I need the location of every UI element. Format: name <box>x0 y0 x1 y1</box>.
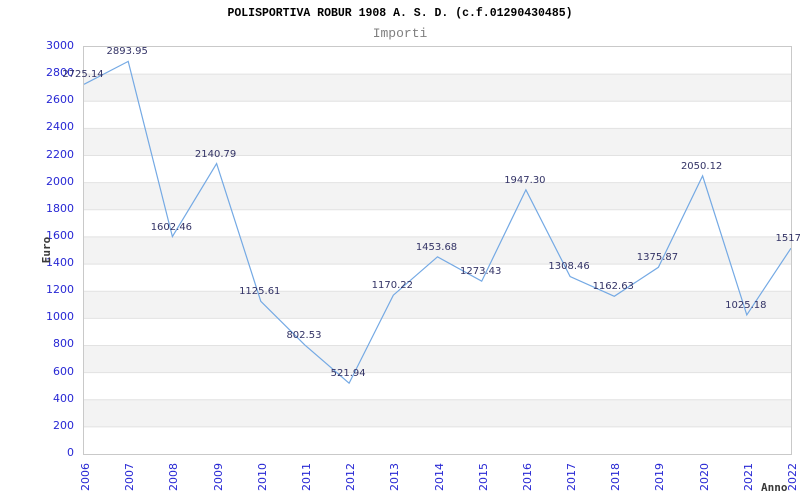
data-point-label: 802.53 <box>286 330 322 342</box>
x-axis-title: Anno <box>761 481 788 494</box>
data-point-label: 1517.0 <box>775 233 800 245</box>
y-tick-label: 0 <box>67 446 74 459</box>
x-tick-label: 2008 <box>167 463 181 491</box>
x-tick-label: 2021 <box>741 463 755 491</box>
y-axis-title: Euro <box>40 236 53 264</box>
y-tick-label: 1600 <box>46 228 74 242</box>
x-tick-label: 2019 <box>653 463 667 491</box>
x-tick-label: 2009 <box>211 463 225 491</box>
data-point-label: 1273.43 <box>460 266 502 278</box>
y-tick-label: 2000 <box>46 174 74 188</box>
x-tick-label: 2020 <box>697 463 711 491</box>
y-tick-label: 1000 <box>46 310 74 324</box>
data-point-label: 2050.12 <box>680 160 723 172</box>
data-point-label: 2140.79 <box>194 148 237 160</box>
x-tick-label: 2013 <box>388 463 402 491</box>
x-tick-label: 2010 <box>255 463 269 491</box>
data-point-label: 1947.30 <box>504 174 546 186</box>
data-point-label: 1308.46 <box>548 261 590 273</box>
data-point-label: 1125.61 <box>239 286 281 298</box>
x-tick-label: 2015 <box>476 463 490 491</box>
x-tick-label: 2012 <box>344 463 358 491</box>
y-tick-label: 1800 <box>46 201 74 215</box>
y-tick-label: 2600 <box>46 93 74 107</box>
x-tick-label: 2007 <box>123 463 137 491</box>
x-tick-label: 2014 <box>432 463 446 491</box>
x-tick-label: 2022 <box>786 463 799 491</box>
y-tick-label: 1200 <box>46 283 74 297</box>
x-tick-label: 2017 <box>565 463 579 491</box>
y-tick-label: 2200 <box>46 147 74 161</box>
plot-area <box>83 46 792 455</box>
data-point-label: 1025.18 <box>725 299 767 311</box>
chart-subtitle: Importi <box>372 26 428 41</box>
data-point-label: 1170.22 <box>371 280 413 292</box>
y-tick-label: 200 <box>53 418 74 432</box>
data-point-label: 2893.95 <box>106 46 148 58</box>
data-point-label: 1375.87 <box>636 252 679 264</box>
y-tick-label: 2800 <box>46 66 74 80</box>
y-tick-label: 1400 <box>46 256 74 270</box>
data-point-label: 521.94 <box>330 368 366 380</box>
data-point-label: 1162.63 <box>592 281 634 293</box>
x-tick-label: 2006 <box>79 463 92 491</box>
y-tick-label: 600 <box>53 364 74 378</box>
x-tick-label: 2016 <box>520 463 534 491</box>
data-point-label: 1602.46 <box>150 221 193 233</box>
y-tick-label: 3000 <box>46 39 74 52</box>
x-tick-label: 2011 <box>299 463 313 491</box>
data-point-label: 1453.68 <box>415 241 458 253</box>
y-tick-label: 800 <box>53 337 74 351</box>
data-point-label: 2725.14 <box>62 69 104 81</box>
y-tick-label: 2400 <box>46 120 74 134</box>
y-tick-label: 400 <box>53 391 74 405</box>
x-tick-label: 2018 <box>609 463 623 491</box>
line-chart-svg <box>84 60 791 428</box>
chart-title: POLISPORTIVA ROBUR 1908 A. S. D. (c.f.01… <box>227 7 573 20</box>
